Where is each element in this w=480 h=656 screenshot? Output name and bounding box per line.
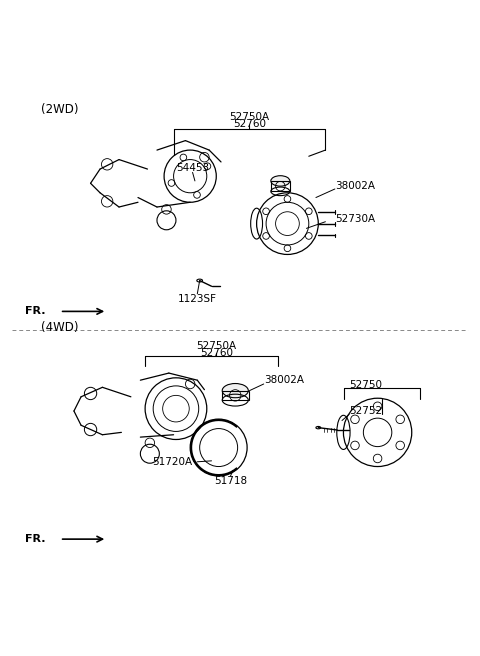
- Text: FR.: FR.: [25, 534, 46, 544]
- Bar: [222, 390, 249, 400]
- Text: 52730A: 52730A: [335, 214, 375, 224]
- Bar: [271, 181, 290, 192]
- Text: 52750A: 52750A: [196, 341, 236, 351]
- Text: 52760: 52760: [233, 119, 266, 129]
- Text: 51720A: 51720A: [153, 457, 192, 467]
- Text: 52760: 52760: [200, 348, 233, 358]
- Text: 38002A: 38002A: [335, 180, 375, 191]
- Text: 52750A: 52750A: [229, 112, 270, 122]
- Text: 51718: 51718: [214, 476, 247, 486]
- Ellipse shape: [222, 384, 248, 398]
- Text: (4WD): (4WD): [41, 321, 78, 335]
- Text: (2WD): (2WD): [41, 103, 78, 116]
- Text: 1123SF: 1123SF: [178, 294, 217, 304]
- Text: 52752: 52752: [349, 406, 382, 416]
- Text: 52750: 52750: [349, 380, 382, 390]
- Text: FR.: FR.: [25, 306, 46, 316]
- Ellipse shape: [271, 176, 290, 186]
- Text: 54453: 54453: [176, 163, 209, 173]
- Text: 38002A: 38002A: [264, 375, 304, 385]
